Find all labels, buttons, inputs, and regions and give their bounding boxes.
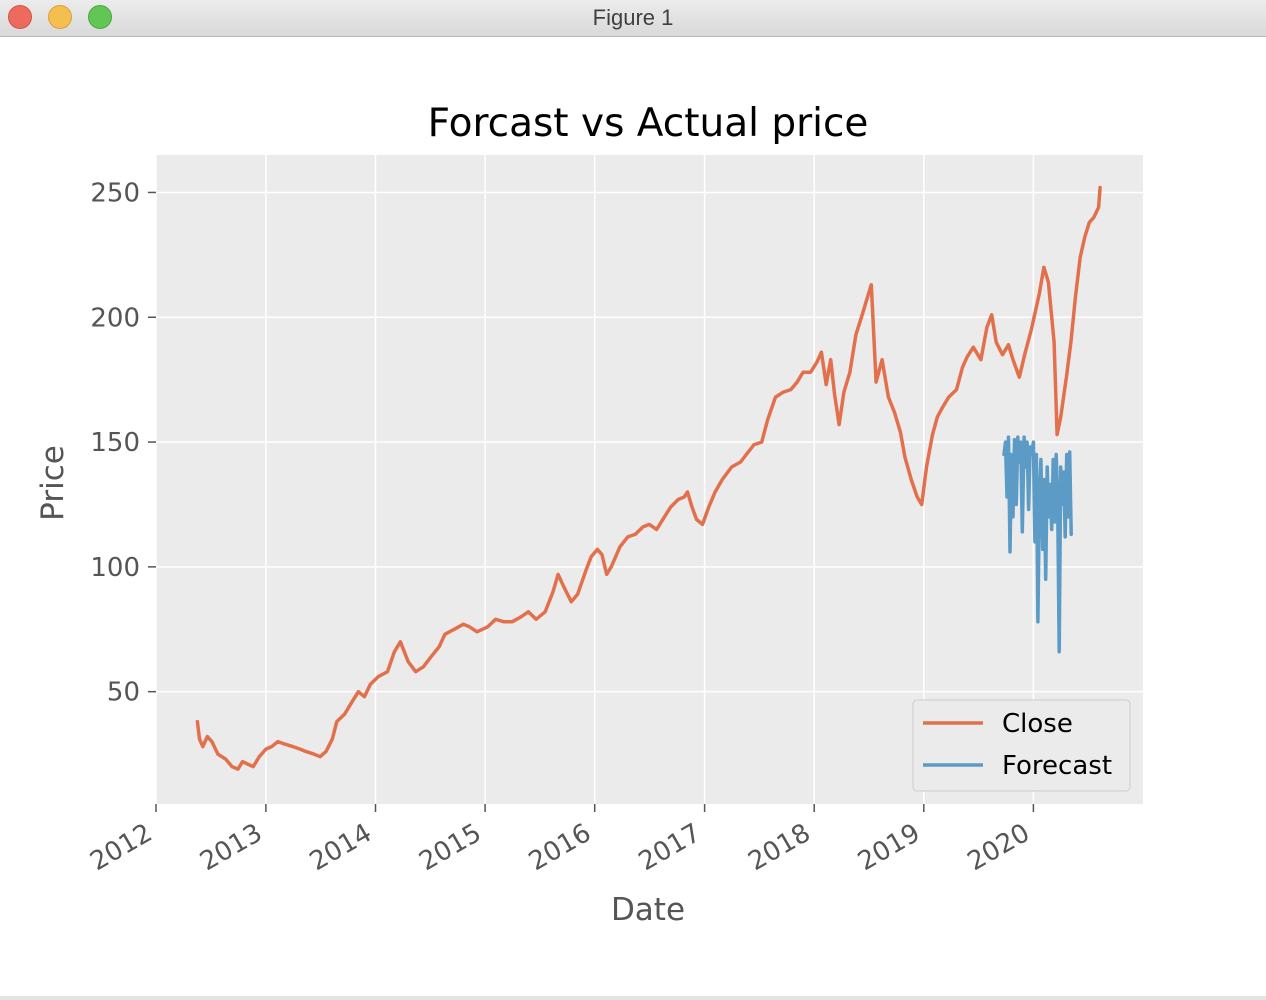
zoom-window-button[interactable] [88, 5, 112, 29]
plot-area [156, 155, 1143, 804]
y-tick-label: 200 [90, 303, 140, 333]
x-tick-label: 2018 [743, 818, 815, 877]
minimize-window-button[interactable] [48, 5, 72, 29]
series-line-forecast [1002, 435, 1073, 654]
y-tick-label: 150 [90, 428, 140, 458]
x-tick-label: 2019 [853, 818, 925, 877]
x-tick-label: 2015 [414, 818, 486, 877]
window-bottom-edge [0, 996, 1266, 1000]
x-axis-label: Date [611, 892, 685, 928]
legend: Close Forecast [912, 699, 1131, 792]
window-title: Figure 1 [592, 5, 674, 30]
y-tick-label: 100 [90, 553, 140, 583]
close-window-button[interactable] [8, 5, 32, 29]
y-tick-label: 250 [90, 178, 140, 208]
figure-canvas: Forcast vs Actual price 50 100 150 200 250 20… [35, 101, 1143, 928]
y-tick-label: 50 [107, 678, 140, 708]
x-tick-label: 2013 [195, 818, 267, 877]
series-layer [195, 185, 1102, 771]
chart-title: Forcast vs Actual price [428, 101, 869, 146]
x-tick-label: 2020 [963, 818, 1035, 877]
x-tick-label: 2014 [305, 818, 377, 877]
window-titlebar: Figure 1 [0, 0, 1266, 37]
x-tick-label: 2016 [524, 818, 596, 877]
legend-label-forecast: Forecast [1002, 751, 1112, 781]
grid-lines [155, 155, 1143, 804]
x-tick-label: 2012 [85, 818, 157, 877]
y-axis-label: Price [35, 445, 71, 521]
series-line-close [195, 185, 1102, 771]
legend-label-close: Close [1002, 709, 1073, 739]
x-tick-label: 2017 [634, 818, 706, 877]
